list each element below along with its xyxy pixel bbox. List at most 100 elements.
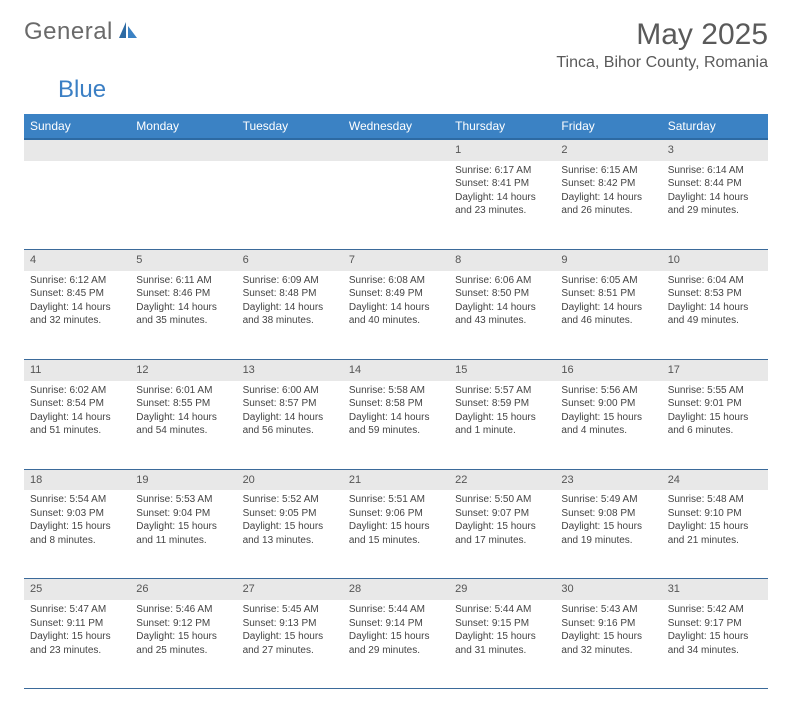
daylight-line: Daylight: 15 hours and 23 minutes. [30,631,111,656]
sunset-line: Sunset: 8:46 PM [136,288,210,299]
sunset-line: Sunset: 8:59 PM [455,398,529,409]
sunrise-line: Sunrise: 5:42 AM [668,604,744,615]
daylight-line: Daylight: 15 hours and 31 minutes. [455,631,536,656]
sunset-line: Sunset: 8:54 PM [30,398,104,409]
day-number: 24 [662,469,768,490]
daylight-line: Daylight: 15 hours and 27 minutes. [243,631,324,656]
day-cell: Sunrise: 5:44 AMSunset: 9:15 PMDaylight:… [449,600,555,689]
day-cell: Sunrise: 5:48 AMSunset: 9:10 PMDaylight:… [662,490,768,579]
day-cell: Sunrise: 5:58 AMSunset: 8:58 PMDaylight:… [343,381,449,470]
day-content-row: Sunrise: 6:02 AMSunset: 8:54 PMDaylight:… [24,381,768,470]
sunrise-line: Sunrise: 6:08 AM [349,275,425,286]
sunset-line: Sunset: 8:44 PM [668,178,742,189]
day-number: 22 [449,469,555,490]
sunset-line: Sunset: 8:51 PM [561,288,635,299]
day-cell: Sunrise: 6:05 AM Sunset: 8:51 PM Daylight:… [555,271,661,360]
day-number: 21 [343,469,449,490]
location: Tinca, Bihor County, Romania [556,54,768,72]
daylight-line: Daylight: 15 hours and 32 minutes. [561,631,642,656]
sunrise-line: Sunrise: 5:50 AM [455,494,531,505]
logo-blue-text-row: Ge Blue [24,76,768,104]
day-number: 13 [237,359,343,380]
sunrise-line: Sunrise: 6:05 AM [561,275,637,286]
day-cell: Sunrise: 6:11 AMSunset: 8:46 PMDaylight:… [130,271,236,360]
sunrise-line: Sunrise: 5:56 AM [561,385,637,396]
day-cell: Sunrise: 6:08 AMSunset: 8:49 PMDaylight:… [343,271,449,360]
logo-text-blue: Blue [58,76,106,104]
daylight-line: Daylight: 15 hours and 4 minutes. [561,412,642,437]
daylight-line: Daylight: 15 hours and 25 minutes. [136,631,217,656]
day-cell: Sunrise: 5:44 AMSunset: 9:14 PMDaylight:… [343,600,449,689]
sunset-line: Sunset: 9:17 PM [668,618,742,629]
day-number: 7 [343,249,449,270]
daylight-line: Daylight: 14 hours and 56 minutes. [243,412,324,437]
sunrise-line: Sunrise: 6:17 AM [455,165,531,176]
sunset-line: Sunset: 9:07 PM [455,508,529,519]
day-number [343,139,449,161]
sunrise-line: Sunrise: 5:57 AM [455,385,531,396]
daylight-line: Daylight: 15 hours and 13 minutes. [243,521,324,546]
weekday-header: Sunday [24,114,130,139]
day-number: 12 [130,359,236,380]
sunrise-line: Sunrise: 5:55 AM [668,385,744,396]
sunrise-line: Sunrise: 5:48 AM [668,494,744,505]
daylight-line: Daylight: 14 hours and 46 minutes. [561,302,642,327]
sunset-line: Sunset: 9:12 PM [136,618,210,629]
day-number: 9 [555,249,661,270]
daynum-row: 123 [24,139,768,161]
day-cell [343,161,449,250]
day-number: 19 [130,469,236,490]
day-cell: Sunrise: 5:42 AM Sunset: 9:17 PM Daylight:… [662,600,768,689]
sunrise-line: Sunrise: 5:43 AM [561,604,637,615]
sunrise-line: Sunrise: 5:44 AM [349,604,425,615]
day-cell: Sunrise: 6:01 AMSunset: 8:55 PMDaylight:… [130,381,236,470]
sunset-line: Sunset: 8:58 PM [349,398,423,409]
logo-sails-icon [117,20,139,45]
sunrise-line: Sunrise: 6:11 AM [136,275,211,286]
weekday-header: Monday [130,114,236,139]
daylight-line: Daylight: 14 hours and 43 minutes. [455,302,536,327]
sunrise-line: Sunrise: 5:52 AM [243,494,319,505]
daynum-row: 11121314151617 [24,359,768,380]
daynum-row: 18192021222324 [24,469,768,490]
daylight-line: Daylight: 15 hours and 19 minutes. [561,521,642,546]
sunset-line: Sunset: 8:53 PM [668,288,742,299]
daylight-line: Daylight: 15 hours and 11 minutes. [136,521,217,546]
day-cell: Sunrise: 6:15 AMSunset: 8:42 PMDaylight:… [555,161,661,250]
day-number: 18 [24,469,130,490]
daynum-row: 45678910 [24,249,768,270]
sunset-line: Sunset: 8:50 PM [455,288,529,299]
day-number: 25 [24,579,130,600]
sunset-line: Sunset: 8:49 PM [349,288,423,299]
day-cell: Sunrise: 6:12 AMSunset: 8:45 PMDaylight:… [24,271,130,360]
day-cell: Sunrise: 6:04 AMSunset: 8:53 PMDaylight:… [662,271,768,360]
weekday-header-row: SundayMondayTuesdayWednesdayThursdayFrid… [24,114,768,139]
day-cell: Sunrise: 5:57 AM Sunset: 8:59 PM Daylight:… [449,381,555,470]
daylight-line: Daylight: 15 hours and 1 minute. [455,412,536,437]
day-cell: Sunrise: 6:17 AMSunset: 8:41 PMDaylight:… [449,161,555,250]
day-number: 11 [24,359,130,380]
day-number: 26 [130,579,236,600]
sunset-line: Sunset: 9:04 PM [136,508,210,519]
day-content-row: Sunrise: 5:47 AMSunset: 9:11 PMDaylight:… [24,600,768,689]
daylight-line: Daylight: 15 hours and 34 minutes. [668,631,749,656]
weekday-header: Thursday [449,114,555,139]
day-number: 29 [449,579,555,600]
daylight-line: Daylight: 15 hours and 15 minutes. [349,521,430,546]
day-cell: Sunrise: 6:02 AMSunset: 8:54 PMDaylight:… [24,381,130,470]
day-cell: Sunrise: 6:09 AMSunset: 8:48 PMDaylight:… [237,271,343,360]
day-number: 2 [555,139,661,161]
sunrise-line: Sunrise: 6:00 AM [243,385,319,396]
daylight-line: Daylight: 14 hours and 38 minutes. [243,302,324,327]
day-cell: Sunrise: 6:06 AMSunset: 8:50 PMDaylight:… [449,271,555,360]
daylight-line: Daylight: 15 hours and 6 minutes. [668,412,749,437]
day-cell: Sunrise: 6:00 AMSunset: 8:57 PMDaylight:… [237,381,343,470]
day-cell: Sunrise: 5:56 AMSunset: 9:00 PMDaylight:… [555,381,661,470]
sunset-line: Sunset: 9:16 PM [561,618,635,629]
day-number: 14 [343,359,449,380]
day-cell: Sunrise: 5:47 AMSunset: 9:11 PMDaylight:… [24,600,130,689]
sunrise-line: Sunrise: 6:14 AM [668,165,744,176]
day-cell: Sunrise: 5:50 AMSunset: 9:07 PMDaylight:… [449,490,555,579]
title-block: May 2025 Tinca, Bihor County, Romania [556,18,768,72]
day-number: 4 [24,249,130,270]
